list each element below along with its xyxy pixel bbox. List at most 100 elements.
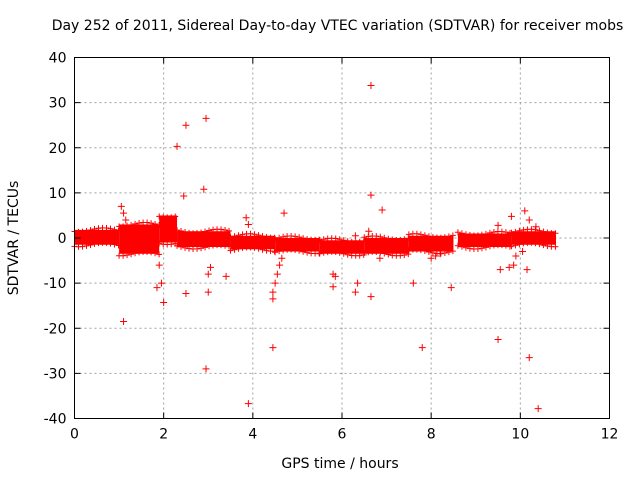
y-tick-label: 40 (49, 51, 67, 67)
band-edge-point (417, 247, 424, 254)
band-edge-point (206, 243, 213, 250)
band-edge-point (445, 233, 452, 240)
band-edge-point (512, 242, 519, 249)
band-edge-point (462, 244, 469, 251)
band-edge-point (111, 241, 118, 248)
band-edge-point (486, 229, 493, 236)
band-edge-point (168, 241, 175, 248)
band-edge-point (148, 249, 155, 256)
data-point (244, 220, 252, 228)
band-edge-point (304, 236, 311, 243)
band-edge-point (449, 248, 456, 255)
band-edge-point (152, 220, 159, 227)
data-point (153, 284, 161, 292)
band-edge-point (259, 246, 266, 253)
band-edge-point (304, 249, 311, 256)
data-band-segment (119, 224, 160, 254)
band-edge-point (103, 225, 110, 232)
band-edge-point (516, 241, 523, 248)
band-edge-point (385, 235, 392, 242)
data-point (180, 192, 188, 200)
band-edge-point (441, 234, 448, 241)
data-point (206, 263, 214, 271)
band-edge-point (552, 230, 559, 237)
band-edge-point (128, 221, 135, 228)
band-edge-point (202, 244, 209, 251)
band-edge-point (552, 243, 559, 250)
band-edge-point (172, 213, 179, 220)
band-edge-point (79, 243, 86, 250)
band-edge-point (520, 240, 527, 247)
band-edge-point (397, 236, 404, 243)
band-edge-point (417, 231, 424, 238)
band-edge-point (107, 225, 114, 232)
band-edge-point (178, 243, 185, 250)
band-edge-point (148, 220, 155, 227)
band-edge-point (486, 243, 493, 250)
band-edge-point (296, 247, 303, 254)
band-edge-point (87, 241, 94, 248)
data-points (117, 81, 547, 413)
band-edge-point (103, 239, 110, 246)
band-edge-point (516, 227, 523, 234)
data-point (367, 191, 375, 199)
band-edge-point (120, 252, 127, 259)
data-band-segment (364, 238, 409, 254)
band-edge-point (132, 220, 139, 227)
band-edge-point (413, 246, 420, 253)
band-edge-point (218, 242, 225, 249)
band-edge-point (401, 252, 408, 259)
band-edge-point (300, 235, 307, 242)
band-edge-point (385, 251, 392, 258)
band-edge-point (206, 227, 213, 234)
data-point (494, 336, 502, 344)
band-edge-point (280, 247, 287, 254)
data-point (510, 261, 518, 269)
data-point (269, 288, 277, 296)
band-edge-point (474, 232, 481, 239)
data-point (155, 261, 163, 269)
band-edge-point (381, 234, 388, 241)
data-point (157, 279, 165, 287)
data-point (122, 216, 130, 224)
band-edge-point (222, 226, 229, 233)
data-band-segment (230, 235, 276, 250)
band-edge-point (478, 245, 485, 252)
band-edge-point (356, 252, 363, 259)
x-tick-label: 12 (601, 427, 619, 443)
band-edge-point (344, 251, 351, 258)
band-edge-point (255, 245, 262, 252)
band-edge-point (182, 244, 189, 251)
band-edge-point (397, 252, 404, 259)
band-edge-point (239, 231, 246, 238)
band-edge-point (272, 235, 279, 242)
chart-title: Day 252 of 2011, Sidereal Day-to-day VTE… (51, 18, 624, 34)
data-point (117, 202, 125, 210)
band-edge-point (272, 249, 279, 256)
band-edge-point (174, 227, 181, 234)
x-tick-label: 2 (159, 427, 168, 443)
band-edge-point (425, 249, 432, 256)
y-tick-label: -40 (44, 412, 67, 428)
data-point (523, 266, 531, 274)
band-edge-point (405, 247, 412, 254)
data-point (202, 114, 210, 122)
data-band-segment (511, 231, 556, 245)
data-point (418, 344, 426, 352)
data-point (409, 279, 417, 287)
data-point (367, 81, 375, 89)
band-edge-point (429, 234, 436, 241)
band-edge-point (91, 226, 98, 233)
band-edge-point (340, 250, 347, 257)
band-edge-point (259, 233, 266, 240)
band-edge-point (79, 228, 86, 235)
band-edge-point (156, 240, 163, 247)
data-band-segment (408, 235, 454, 252)
band-edge-point (251, 244, 258, 251)
data-point (222, 272, 230, 280)
band-edge-point (540, 228, 547, 235)
band-edge-point (144, 248, 151, 255)
band-edge-point (174, 242, 181, 249)
band-edge-point (83, 242, 90, 249)
